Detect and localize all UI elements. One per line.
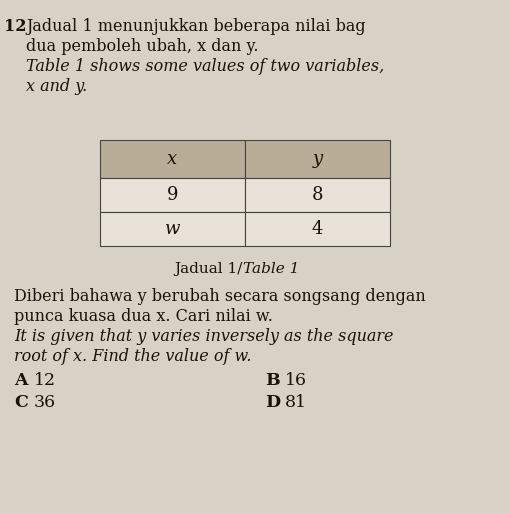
Text: D: D	[265, 394, 280, 411]
Text: 12: 12	[4, 18, 26, 35]
Text: 8: 8	[312, 186, 323, 204]
Text: y: y	[313, 150, 323, 168]
Text: C: C	[14, 394, 28, 411]
Text: Diberi bahawa y berubah secara songsang dengan: Diberi bahawa y berubah secara songsang …	[14, 288, 426, 305]
Text: 12: 12	[34, 372, 56, 389]
Text: 16: 16	[285, 372, 307, 389]
Bar	[100, 178, 245, 212]
Text: x: x	[167, 150, 178, 168]
Text: It is given that y varies inversely as the square: It is given that y varies inversely as t…	[14, 328, 393, 345]
Text: x and y.: x and y.	[26, 78, 87, 95]
Text: Table 1: Table 1	[243, 262, 299, 276]
Text: dua pemboleh ubah, x dan y.: dua pemboleh ubah, x dan y.	[26, 38, 259, 55]
Text: B: B	[265, 372, 280, 389]
Bar	[245, 178, 390, 212]
Text: 36: 36	[34, 394, 56, 411]
Text: Table 1 shows some values of two variables,: Table 1 shows some values of two variabl…	[26, 58, 384, 75]
Text: Jadual 1 menunjukkan beberapa nilai bag: Jadual 1 menunjukkan beberapa nilai bag	[26, 18, 365, 35]
Text: A: A	[14, 372, 27, 389]
Text: 81: 81	[285, 394, 307, 411]
Bar	[245, 140, 390, 178]
Bar	[245, 212, 390, 246]
Bar	[100, 140, 245, 178]
Text: 9: 9	[167, 186, 178, 204]
Text: root of x. Find the value of w.: root of x. Find the value of w.	[14, 348, 251, 365]
Text: 4: 4	[312, 220, 323, 238]
Text: punca kuasa dua x. Cari nilai w.: punca kuasa dua x. Cari nilai w.	[14, 308, 273, 325]
Bar	[100, 212, 245, 246]
Text: Jadual 1/: Jadual 1/	[175, 262, 243, 276]
Text: w: w	[165, 220, 180, 238]
